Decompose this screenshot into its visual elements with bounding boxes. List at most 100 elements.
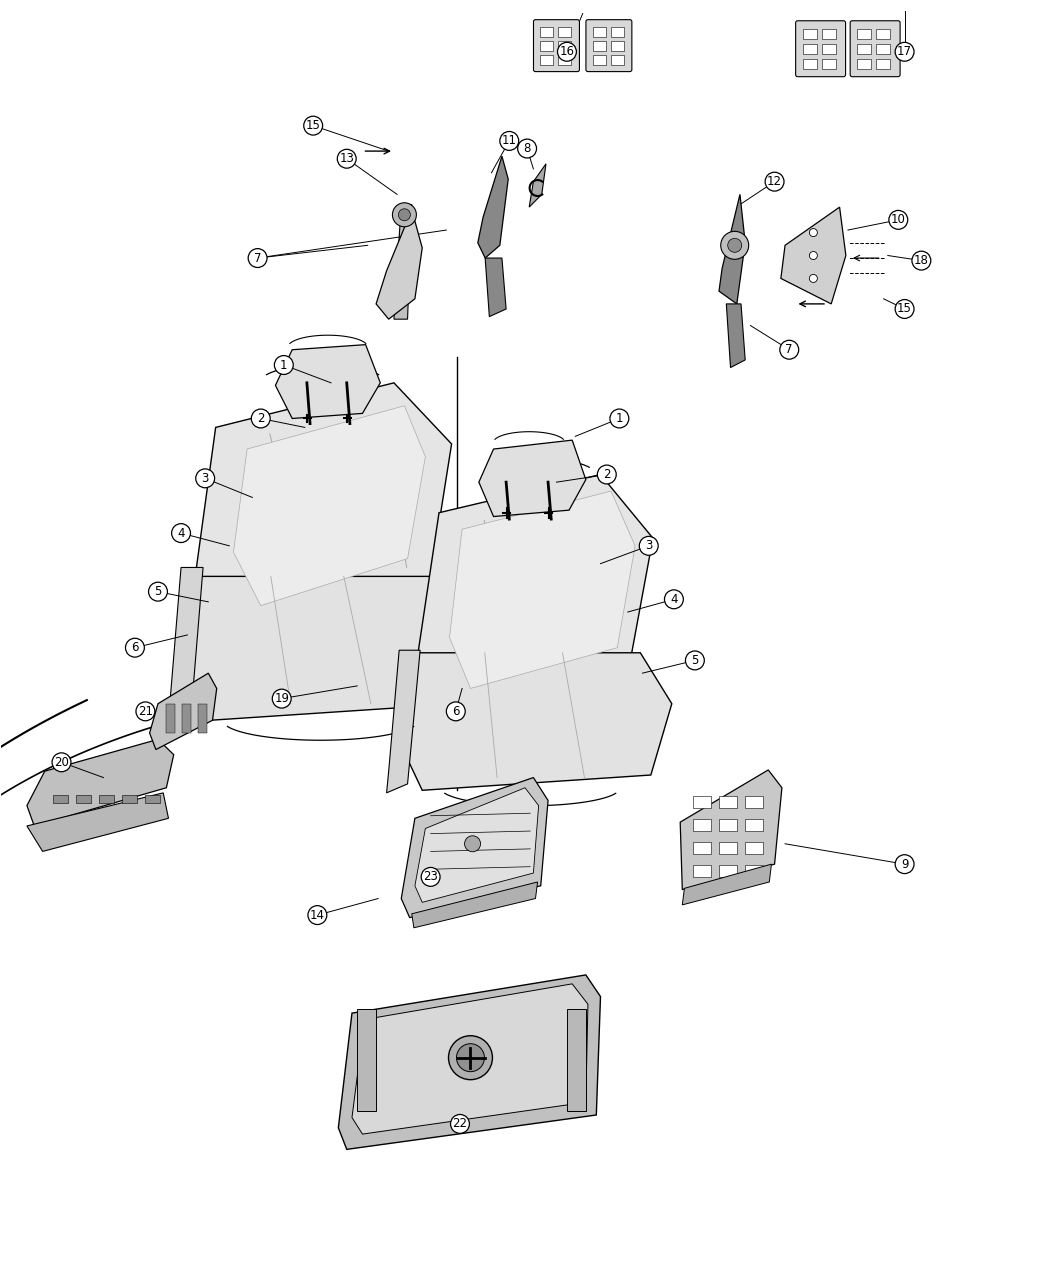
Polygon shape	[27, 793, 168, 852]
Circle shape	[639, 537, 658, 555]
Polygon shape	[719, 864, 737, 877]
Polygon shape	[479, 440, 586, 516]
Text: 2: 2	[603, 468, 610, 481]
Polygon shape	[54, 796, 68, 803]
Polygon shape	[149, 673, 216, 750]
Circle shape	[610, 409, 629, 428]
Text: 9: 9	[901, 858, 908, 871]
Circle shape	[896, 42, 915, 61]
Text: 17: 17	[897, 46, 912, 59]
Circle shape	[912, 251, 930, 270]
Text: 2: 2	[257, 412, 265, 425]
Circle shape	[52, 752, 71, 771]
Polygon shape	[857, 43, 872, 54]
Polygon shape	[397, 653, 672, 790]
Circle shape	[728, 238, 741, 252]
Polygon shape	[611, 55, 624, 65]
Text: 13: 13	[339, 152, 354, 166]
Text: 15: 15	[897, 302, 912, 315]
Polygon shape	[485, 258, 506, 316]
Circle shape	[308, 905, 327, 924]
Text: 4: 4	[177, 527, 185, 539]
Polygon shape	[559, 27, 571, 37]
Polygon shape	[178, 576, 478, 720]
Polygon shape	[719, 842, 737, 854]
Text: 5: 5	[691, 654, 698, 667]
Polygon shape	[338, 975, 601, 1149]
Text: 14: 14	[310, 909, 324, 922]
Polygon shape	[746, 796, 763, 808]
Polygon shape	[168, 567, 203, 714]
Polygon shape	[781, 207, 846, 303]
Polygon shape	[693, 796, 711, 808]
Polygon shape	[802, 29, 817, 38]
Polygon shape	[746, 842, 763, 854]
Polygon shape	[412, 882, 538, 928]
Polygon shape	[376, 209, 422, 319]
Polygon shape	[719, 796, 737, 808]
Polygon shape	[680, 770, 782, 890]
Polygon shape	[77, 796, 91, 803]
Circle shape	[171, 524, 190, 543]
Circle shape	[251, 409, 270, 428]
Polygon shape	[541, 55, 553, 65]
Circle shape	[446, 703, 465, 720]
Circle shape	[393, 203, 417, 227]
Polygon shape	[857, 59, 872, 69]
Polygon shape	[693, 864, 711, 877]
Polygon shape	[567, 1010, 586, 1112]
Circle shape	[195, 469, 214, 488]
Polygon shape	[166, 704, 175, 733]
FancyBboxPatch shape	[850, 20, 900, 76]
Polygon shape	[693, 819, 711, 831]
Text: 10: 10	[890, 213, 906, 227]
Text: 4: 4	[670, 593, 677, 606]
Polygon shape	[100, 796, 114, 803]
Polygon shape	[876, 29, 890, 38]
Polygon shape	[876, 43, 890, 54]
Circle shape	[597, 465, 616, 484]
Polygon shape	[821, 43, 836, 54]
Polygon shape	[727, 303, 745, 367]
Circle shape	[896, 300, 915, 319]
Circle shape	[303, 116, 322, 135]
Polygon shape	[719, 819, 737, 831]
Polygon shape	[611, 41, 624, 51]
Circle shape	[558, 42, 576, 61]
Circle shape	[421, 867, 440, 886]
Polygon shape	[182, 704, 191, 733]
Polygon shape	[123, 796, 138, 803]
Text: 5: 5	[154, 585, 162, 598]
Circle shape	[780, 340, 799, 360]
Text: 6: 6	[453, 705, 460, 718]
Polygon shape	[746, 819, 763, 831]
Polygon shape	[559, 55, 571, 65]
Polygon shape	[194, 382, 452, 631]
Circle shape	[248, 249, 267, 268]
Polygon shape	[802, 43, 817, 54]
Circle shape	[337, 149, 356, 168]
FancyBboxPatch shape	[796, 20, 845, 76]
Circle shape	[126, 639, 144, 657]
Circle shape	[889, 210, 908, 229]
Polygon shape	[821, 29, 836, 38]
Polygon shape	[197, 704, 207, 733]
Polygon shape	[876, 59, 890, 69]
Polygon shape	[593, 41, 606, 51]
Text: 6: 6	[131, 641, 139, 654]
Polygon shape	[693, 842, 711, 854]
Text: 1: 1	[615, 412, 623, 425]
Circle shape	[457, 1044, 484, 1072]
Polygon shape	[415, 788, 539, 903]
Polygon shape	[821, 59, 836, 69]
Polygon shape	[418, 474, 653, 704]
Circle shape	[450, 1114, 469, 1133]
Text: 16: 16	[560, 46, 574, 59]
Circle shape	[765, 172, 784, 191]
Polygon shape	[27, 740, 173, 826]
FancyBboxPatch shape	[586, 19, 632, 71]
Polygon shape	[802, 59, 817, 69]
Polygon shape	[478, 157, 508, 258]
Polygon shape	[541, 27, 553, 37]
Circle shape	[500, 131, 519, 150]
